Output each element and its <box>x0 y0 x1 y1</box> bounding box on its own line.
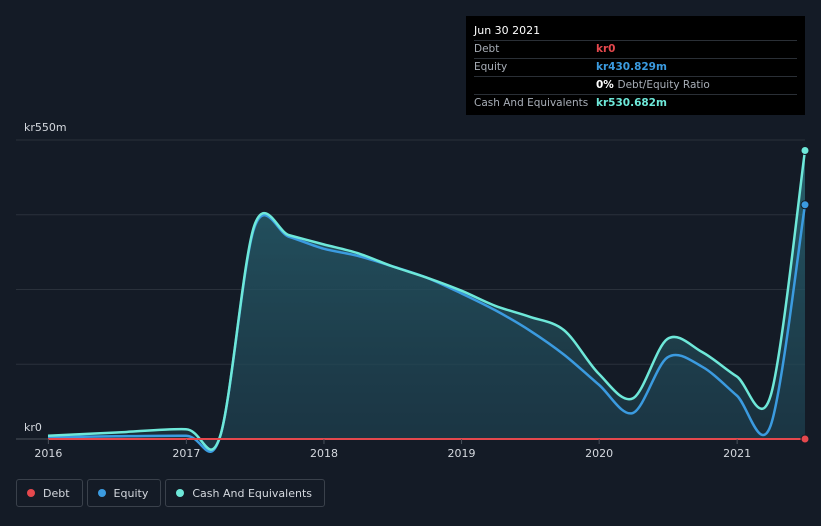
series-areas <box>48 150 805 452</box>
x-axis: 2016 2017 2018 2019 2020 2021 <box>34 439 751 460</box>
cash-line <box>47 150 807 451</box>
tooltip-label <box>474 77 596 94</box>
debt-dot-icon <box>27 489 35 497</box>
y-tick-label: kr0 <box>24 421 42 434</box>
tooltip-row-equity: Equity kr430.829m <box>474 59 797 77</box>
tooltip-label: Cash And Equivalents <box>474 97 589 109</box>
equity-dot-icon <box>97 489 106 497</box>
tooltip-row-ratio: 0% Debt/Equity Ratio <box>474 77 797 95</box>
cash-dot-icon <box>176 489 185 497</box>
y-tick-label: kr550m <box>24 121 67 134</box>
x-tick-label: 2018 <box>310 447 338 460</box>
tooltip-date: Jun 30 2021 <box>474 22 797 41</box>
series-endpoints <box>800 146 810 444</box>
y-axis: kr0 kr550m <box>24 121 67 434</box>
tooltip-row-cash: Cash And Equivalents kr530.682m <box>474 95 797 112</box>
x-tick-label: 2019 <box>448 447 476 460</box>
legend-label: Cash And Equivalents <box>192 486 312 500</box>
cash-area <box>48 150 805 450</box>
legend-label: Debt <box>43 486 70 500</box>
x-tick-label: 2017 <box>172 447 200 460</box>
tooltip-value: 0% Debt/Equity Ratio <box>596 77 710 94</box>
x-tick-label: 2020 <box>585 447 613 460</box>
legend-item-cash[interactable]: Cash And Equivalents <box>165 479 325 507</box>
legend-item-equity[interactable]: Equity <box>86 479 162 507</box>
tooltip-label: Equity <box>474 61 508 73</box>
tooltip-label: Debt <box>474 43 500 55</box>
ratio-value: 0% <box>596 79 614 91</box>
series-lines <box>47 150 807 453</box>
legend-label: Equity <box>113 486 149 500</box>
equity-area <box>48 204 805 452</box>
x-tick-label: 2021 <box>723 447 751 460</box>
tooltip-value: kr430.829m <box>596 61 667 73</box>
equity-endpoint <box>800 200 810 210</box>
tooltip-value: kr530.682m <box>596 97 667 109</box>
cash-endpoint <box>800 146 810 156</box>
debt-endpoint <box>800 434 810 444</box>
tooltip-value: kr0 <box>596 43 616 55</box>
x-tick-label: 2016 <box>34 447 62 460</box>
data-tooltip: Jun 30 2021 Debt kr0 Equity kr430.829m 0… <box>466 16 805 115</box>
tooltip-row-debt: Debt kr0 <box>474 41 797 59</box>
ratio-label: Debt/Equity Ratio <box>617 79 710 91</box>
legend-item-debt[interactable]: Debt <box>16 479 83 507</box>
legend: Debt Equity Cash And Equivalents <box>16 479 325 507</box>
